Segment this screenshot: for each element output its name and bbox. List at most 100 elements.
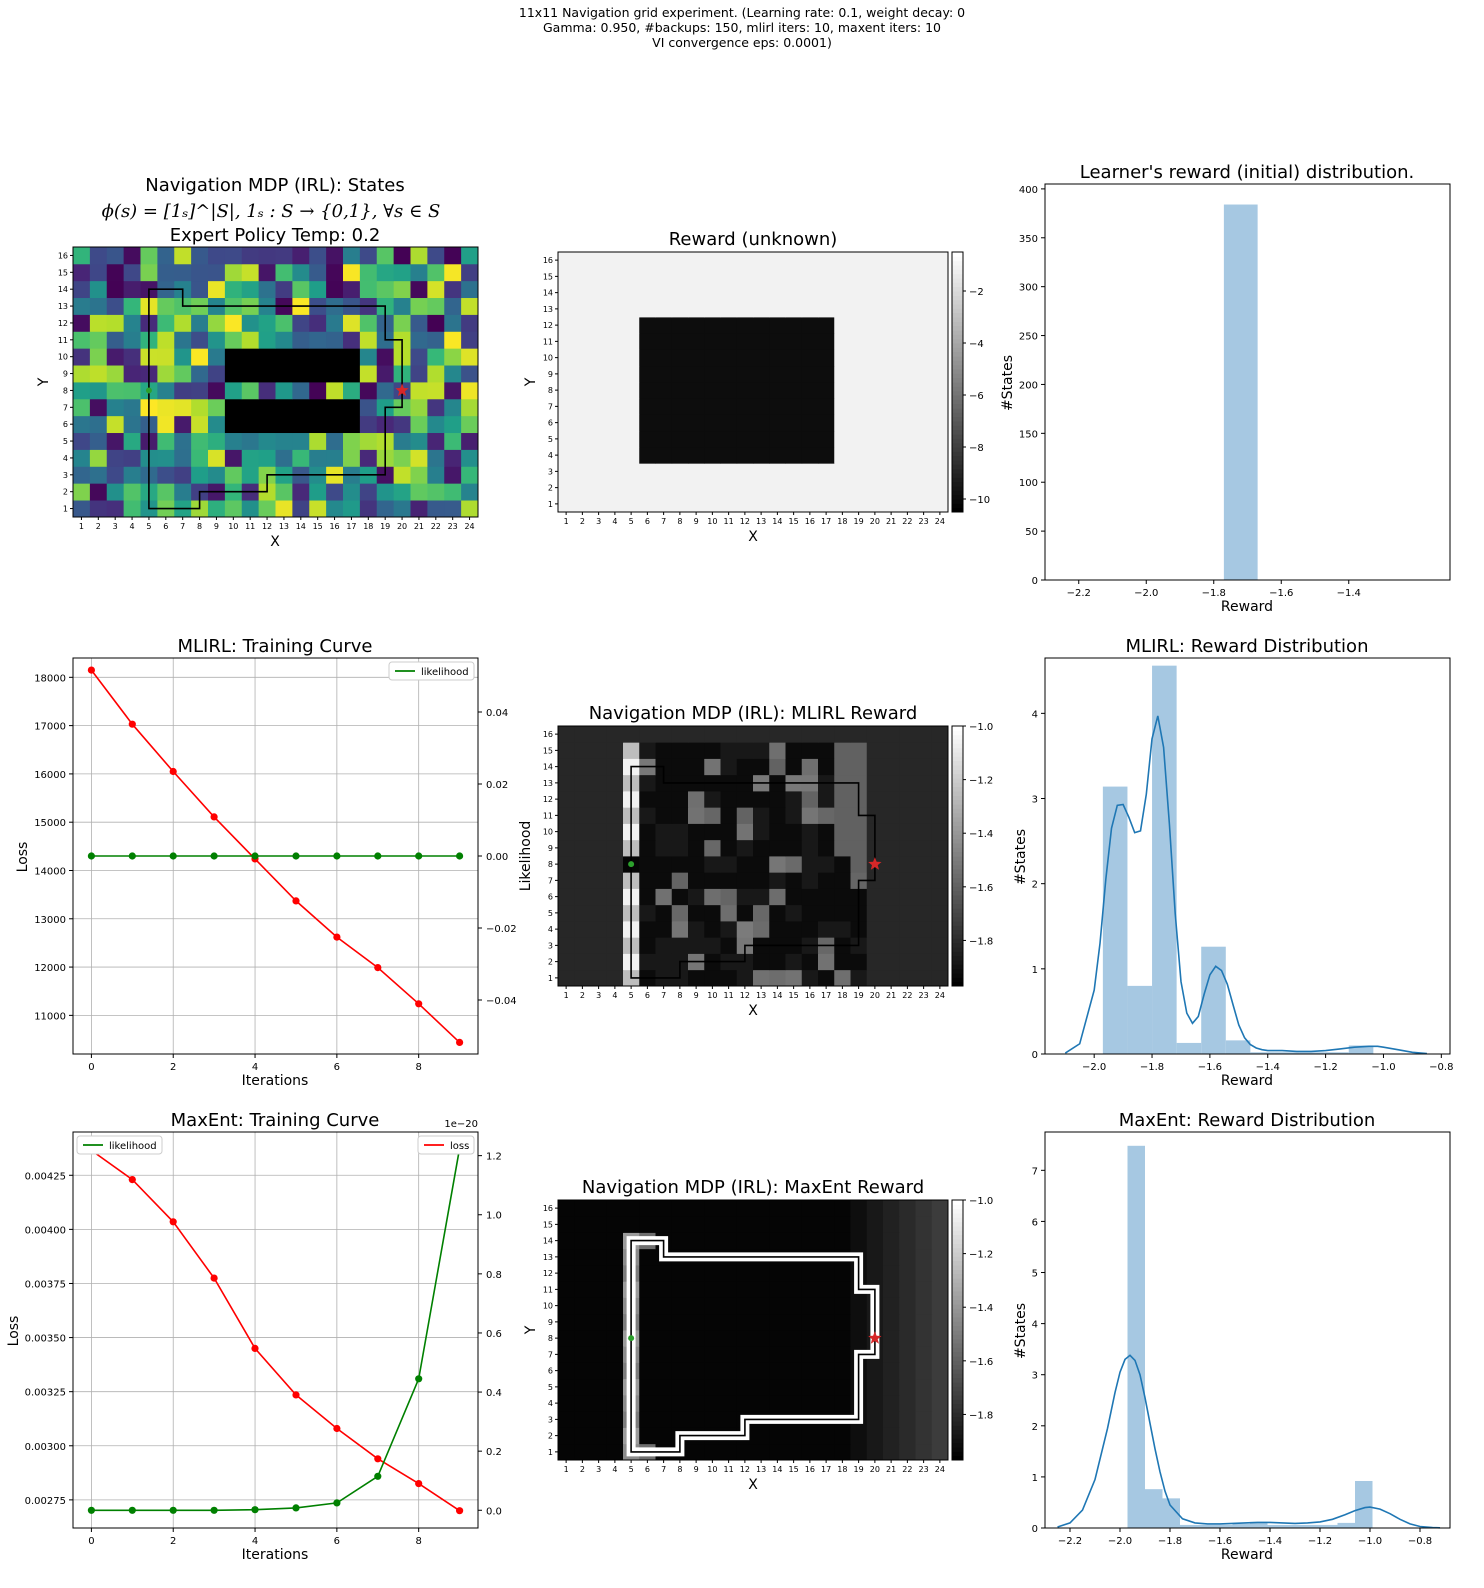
heatmap-cell [720, 414, 738, 432]
colorbar-segment [952, 265, 963, 270]
heatmap-cell [89, 348, 108, 366]
heatmap-cell [410, 415, 428, 434]
x-tick-label: 4 [252, 1062, 258, 1073]
y-tick-label: 17000 [34, 722, 66, 733]
heatmap-cell [688, 872, 705, 889]
heatmap-cell [558, 1200, 575, 1217]
heatmap-cell [753, 872, 770, 889]
heatmap-cell [558, 1265, 575, 1282]
colorbar-segment [952, 330, 963, 335]
heatmap-cell [818, 447, 835, 464]
heatmap-cell [558, 807, 575, 824]
maxent-curve-ylabel: Loss [6, 1316, 22, 1347]
heatmap-cell [258, 432, 276, 450]
heatmap-cell [688, 791, 705, 808]
heatmap-cell [558, 430, 575, 448]
heatmap-cell [785, 839, 803, 857]
heatmap-cell [688, 856, 705, 873]
heatmap-cell [574, 742, 591, 759]
heatmap-cell [157, 382, 175, 400]
heatmap-cell [444, 415, 462, 434]
heatmap-cell [623, 1200, 640, 1217]
heatmap-cell [720, 921, 738, 938]
heatmap-cell [343, 348, 361, 366]
expert-path [630, 765, 876, 865]
heatmap-cell [915, 1281, 933, 1298]
heatmap-cell [688, 888, 705, 906]
heatmap-cell [688, 414, 705, 432]
heatmap-cell [623, 463, 640, 480]
heatmap-cell [915, 774, 933, 792]
heatmap-cell [655, 1362, 673, 1380]
heatmap-cell [688, 463, 705, 480]
heatmap-cell [931, 1346, 949, 1363]
heatmap-cell [769, 333, 786, 350]
heatmap-cell [241, 382, 260, 400]
x-tick-label: 22 [902, 517, 912, 526]
heatmap-cell [106, 483, 125, 501]
heatmap-cell [359, 263, 378, 282]
heatmap-cell [574, 1248, 591, 1266]
heatmap-cell [688, 1232, 705, 1250]
loss-point [333, 933, 341, 941]
y-tick-label: 14000 [34, 866, 66, 877]
heatmap-cell [157, 432, 175, 450]
heatmap-cell [444, 314, 462, 332]
colorbar-segment [952, 890, 963, 896]
heatmap-cell [558, 726, 575, 743]
heatmap-cell [704, 300, 721, 318]
heatmap-cell [720, 1330, 738, 1347]
heatmap-cell [736, 1281, 754, 1298]
heatmap-cell [73, 432, 91, 450]
heatmap-cell [623, 742, 640, 759]
heatmap-cell [704, 726, 721, 743]
heatmap-cell [899, 382, 916, 399]
heatmap-cell [574, 1362, 591, 1380]
colorbar-segment [952, 1269, 963, 1275]
heatmap-cell [818, 349, 835, 367]
heatmap-cell [174, 263, 192, 282]
heatmap-cell [558, 921, 575, 938]
colorbar-segment [952, 1312, 963, 1318]
heatmap-cell [883, 1395, 900, 1412]
heatmap-cell [590, 1427, 608, 1445]
heatmap-cell [769, 1200, 786, 1217]
heatmap-cell [769, 382, 786, 399]
heatmap-cell [393, 415, 411, 434]
heatmap-cell [326, 331, 344, 349]
loss-point [87, 666, 95, 674]
colorbar-segment [952, 1369, 963, 1374]
heatmap-cell [899, 1411, 916, 1428]
x-tick-label: 21 [414, 522, 424, 531]
colorbar-segment [952, 773, 963, 779]
heatmap-cell [704, 839, 721, 857]
heatmap-cell [326, 449, 344, 467]
y-tick-label: 16 [543, 256, 553, 265]
heatmap-cell [275, 247, 293, 265]
heatmap-cell [834, 807, 851, 824]
x-tick-label: 16 [805, 517, 815, 526]
heatmap-cell [427, 483, 445, 501]
heatmap-cell [704, 495, 721, 513]
heatmap-cell [558, 284, 575, 302]
colorbar-segment [952, 1321, 963, 1327]
colorbar-segment [952, 1429, 963, 1435]
heatmap-cell [343, 365, 361, 383]
heatmap-cell [801, 365, 819, 383]
heatmap-cell [720, 463, 738, 480]
heatmap-cell [606, 1281, 624, 1298]
colorbar-segment [952, 1360, 963, 1366]
heatmap-cell [769, 742, 786, 759]
heatmap-cell [410, 466, 428, 484]
heatmap-cell [720, 430, 738, 448]
heatmap-cell [258, 449, 276, 467]
heatmap-cell [275, 382, 293, 400]
heatmap-cell [883, 447, 900, 464]
heatmap-cell [883, 1265, 900, 1282]
x-tick-label: 4 [612, 517, 617, 526]
heatmap-cell [720, 888, 738, 906]
heatmap-cell [191, 466, 209, 484]
heatmap-cell [899, 888, 916, 906]
colorbar-segment [952, 1260, 963, 1266]
colorbar-segment [952, 260, 963, 266]
